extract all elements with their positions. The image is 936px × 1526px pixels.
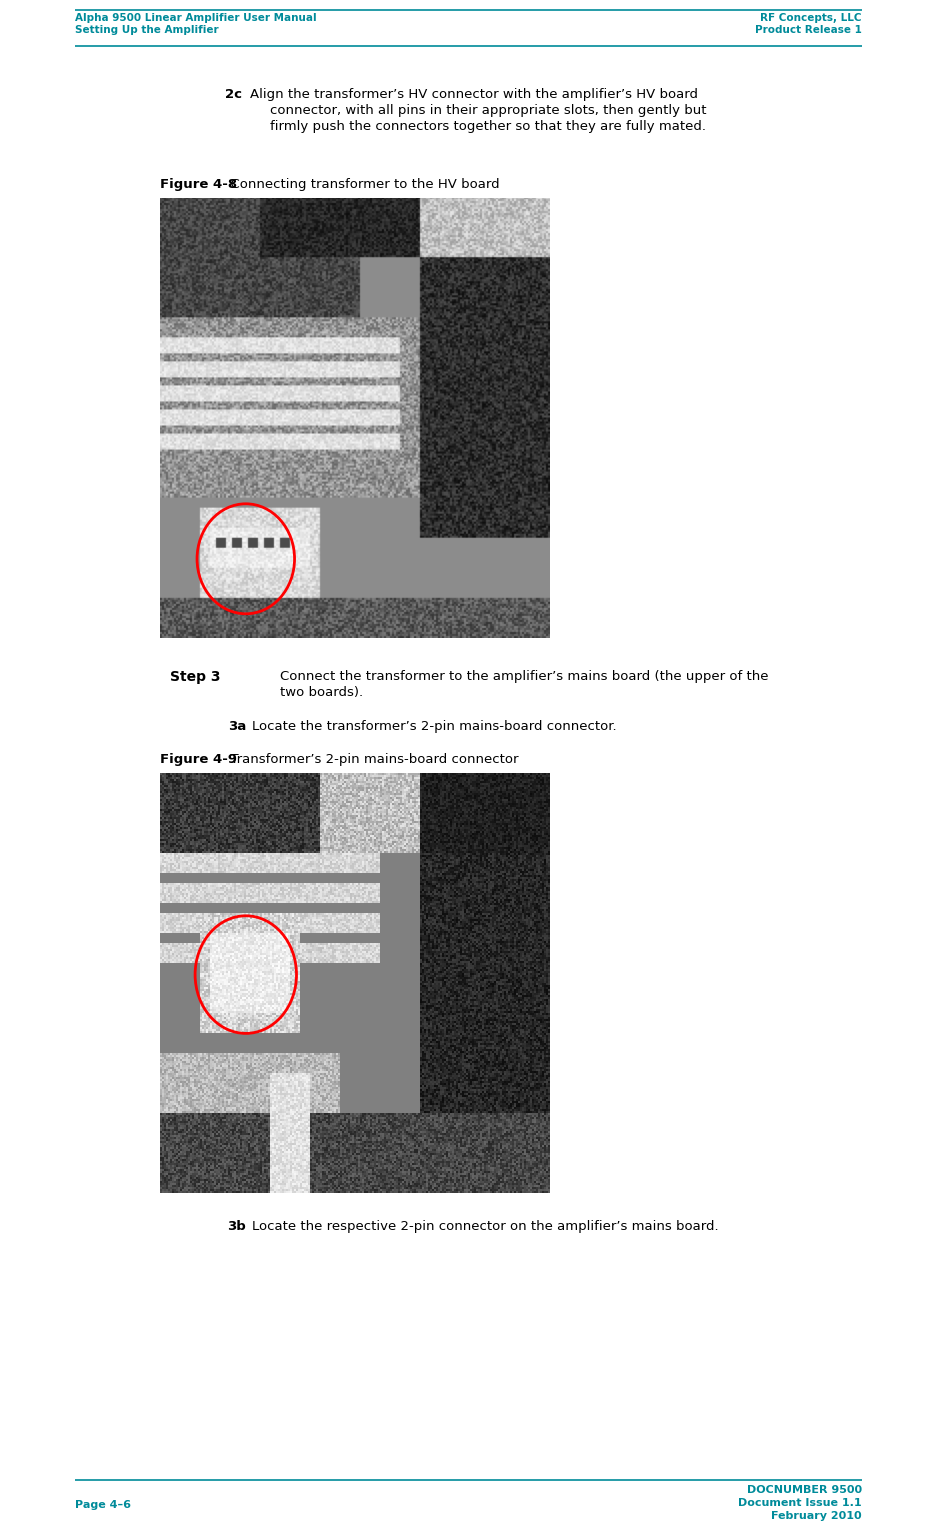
Text: RF Concepts, LLC: RF Concepts, LLC xyxy=(760,14,861,23)
Text: DOCNUMBER 9500: DOCNUMBER 9500 xyxy=(746,1485,861,1495)
Text: Alpha 9500 Linear Amplifier User Manual: Alpha 9500 Linear Amplifier User Manual xyxy=(75,14,316,23)
Text: 3b: 3b xyxy=(227,1219,246,1233)
Text: Transformer’s 2-pin mains-board connector: Transformer’s 2-pin mains-board connecto… xyxy=(222,752,518,766)
Text: two boards).: two boards). xyxy=(280,687,363,699)
Text: Align the transformer’s HV connector with the amplifier’s HV board: Align the transformer’s HV connector wit… xyxy=(250,89,697,101)
Text: Connect the transformer to the amplifier’s mains board (the upper of the: Connect the transformer to the amplifier… xyxy=(280,670,768,684)
Text: Step 3: Step 3 xyxy=(169,670,220,684)
Text: 2c: 2c xyxy=(225,89,241,101)
Text: Product Release 1: Product Release 1 xyxy=(754,24,861,35)
Text: Figure 4-8: Figure 4-8 xyxy=(160,179,237,191)
Text: Locate the respective 2-pin connector on the amplifier’s mains board.: Locate the respective 2-pin connector on… xyxy=(252,1219,718,1233)
Text: firmly push the connectors together so that they are fully mated.: firmly push the connectors together so t… xyxy=(270,121,705,133)
Text: Figure 4-9: Figure 4-9 xyxy=(160,752,237,766)
Text: 3a: 3a xyxy=(227,720,246,732)
Text: Setting Up the Amplifier: Setting Up the Amplifier xyxy=(75,24,218,35)
Text: February 2010: February 2010 xyxy=(770,1511,861,1521)
Text: Locate the transformer’s 2-pin mains-board connector.: Locate the transformer’s 2-pin mains-boa… xyxy=(252,720,616,732)
Text: Document Issue 1.1: Document Issue 1.1 xyxy=(738,1499,861,1508)
Text: Page 4–6: Page 4–6 xyxy=(75,1500,131,1511)
Text: connector, with all pins in their appropriate slots, then gently but: connector, with all pins in their approp… xyxy=(270,104,706,118)
Text: Connecting transformer to the HV board: Connecting transformer to the HV board xyxy=(222,179,499,191)
